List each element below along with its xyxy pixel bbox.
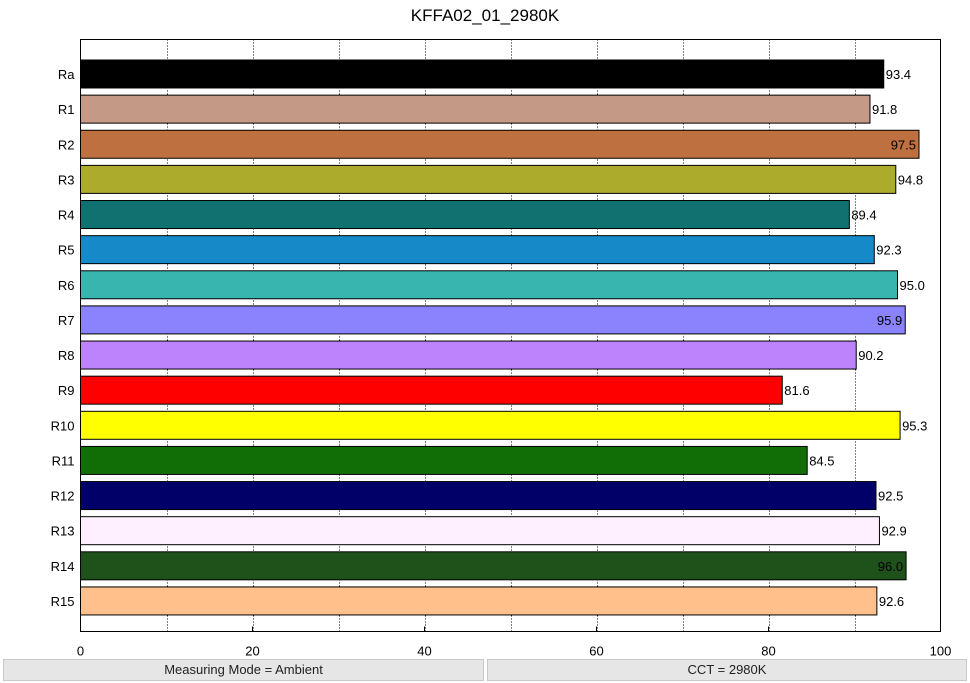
value-label: 90.2	[858, 348, 883, 363]
category-label: R1	[58, 102, 75, 117]
value-label: 96.0	[878, 559, 903, 574]
category-label: R4	[58, 208, 75, 223]
bar-ra	[80, 59, 885, 89]
bar-r4	[80, 200, 850, 230]
value-label: 92.6	[879, 594, 904, 609]
category-label: R3	[58, 172, 75, 187]
value-label: 97.5	[891, 137, 916, 152]
bar-r8	[80, 340, 857, 370]
category-label: R9	[58, 383, 75, 398]
value-label: 95.3	[902, 418, 927, 433]
x-tick-label: 40	[417, 644, 431, 659]
value-label: 91.8	[872, 102, 897, 117]
value-labels: 93.4 91.8 97.5 94.8 89.4 92.3 95.0 95.9 90.2 81.6…	[784, 67, 927, 609]
value-label: 93.4	[886, 67, 911, 82]
x-tick-label: 0	[77, 644, 84, 659]
category-label: R13	[51, 524, 75, 539]
bars	[80, 59, 920, 616]
value-label: 92.5	[878, 489, 903, 504]
category-label: R6	[58, 278, 75, 293]
category-label: R12	[51, 489, 75, 504]
bar-r3	[80, 164, 897, 194]
value-label: 92.9	[881, 524, 906, 539]
status-measuring-mode: Measuring Mode = Ambient	[3, 659, 484, 681]
chart-title: KFFA02_01_2980K	[410, 6, 560, 25]
bar-r13	[80, 516, 880, 546]
status-cct: CCT = 2980K	[487, 659, 967, 681]
category-label: R14	[51, 559, 75, 574]
bar-r15	[80, 586, 878, 616]
value-label: 94.8	[898, 172, 923, 187]
bar-r7	[80, 305, 906, 335]
value-label: 81.6	[784, 383, 809, 398]
bar-r10	[80, 410, 901, 440]
bar-r11	[80, 445, 808, 475]
bar-r1	[80, 94, 871, 124]
x-axis-ticks: 0 20 40 60 80 100	[77, 626, 952, 659]
value-label: 95.0	[900, 278, 925, 293]
value-label: 92.3	[876, 243, 901, 258]
x-tick-label: 80	[761, 644, 775, 659]
category-label: R5	[58, 243, 75, 258]
bar-chart: 0 20 40 60 80 100 RaR1R2R3R4R5R6R7R8R9R10R11R…	[51, 39, 952, 659]
value-label: 95.9	[877, 313, 902, 328]
category-label: R15	[51, 594, 75, 609]
x-tick-label: 20	[245, 644, 259, 659]
category-label: Ra	[58, 67, 75, 82]
category-label: R2	[58, 137, 75, 152]
value-label: 84.5	[809, 453, 834, 468]
bar-r5	[80, 235, 875, 265]
category-label: R11	[52, 453, 75, 468]
bar-r14	[80, 551, 907, 581]
bar-r9	[80, 375, 783, 405]
bar-r12	[80, 481, 877, 511]
x-tick-label: 60	[589, 644, 603, 659]
x-tick-label: 100	[930, 644, 952, 659]
category-label: R10	[51, 418, 75, 433]
category-label: R7	[58, 313, 75, 328]
category-label: R8	[58, 348, 75, 363]
plot-frame	[80, 39, 941, 632]
bar-r6	[80, 270, 898, 300]
value-label: 89.4	[851, 208, 876, 223]
bar-r2	[80, 129, 920, 159]
y-axis-categories: Ra R1 R2 R3 R4 R5 R6 R7 R8 R9 R10 R11 R12 R13 R14 R15	[51, 67, 76, 609]
